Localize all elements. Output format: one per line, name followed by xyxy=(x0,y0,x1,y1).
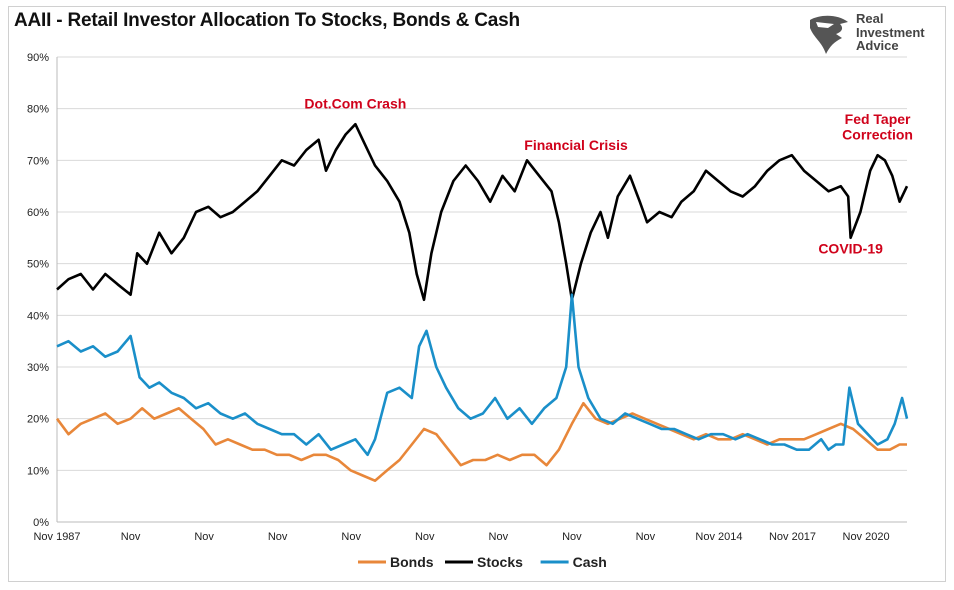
x-tick-label: Nov xyxy=(121,531,141,543)
legend-label-stocks: Stocks xyxy=(477,554,523,570)
y-tick-label: 50% xyxy=(27,259,49,271)
legend: Bonds Stocks Cash xyxy=(358,554,607,570)
annotations: Dot.Com Crash Financial Crisis Fed TaperCo… xyxy=(304,96,913,257)
annotation-label: Correction xyxy=(842,127,913,143)
chart-frame xyxy=(8,6,946,582)
logo-line-1: Real xyxy=(856,11,884,26)
annotation-label: COVID-19 xyxy=(818,240,883,256)
x-tick-label: Nov 2020 xyxy=(843,531,890,543)
annotation-label: Fed Taper xyxy=(845,111,911,127)
x-tick-label: Nov xyxy=(489,531,509,543)
logo: Real Investment Advice xyxy=(804,12,944,58)
logo-text: Real Investment Advice xyxy=(856,12,925,53)
y-axis: 0% 10% 20% 30% 40% 50% 60% 70% 80% 90% xyxy=(27,52,58,529)
x-tick-label: Nov xyxy=(415,531,435,543)
legend-label-cash: Cash xyxy=(573,554,607,570)
y-tick-label: 20% xyxy=(27,414,49,426)
y-tick-label: 90% xyxy=(27,52,49,64)
x-tick-label: Nov xyxy=(636,531,656,543)
grid xyxy=(57,56,907,523)
legend-label-bonds: Bonds xyxy=(390,554,434,570)
annotation-label: Dot.Com Crash xyxy=(304,96,406,112)
x-tick-label: Nov xyxy=(341,531,361,543)
x-tick-label: Nov 2014 xyxy=(695,531,742,543)
annotation-label: Financial Crisis xyxy=(524,137,628,153)
series-group xyxy=(55,122,909,482)
y-tick-label: 40% xyxy=(27,310,49,322)
logo-line-2: Investment xyxy=(856,24,925,40)
y-tick-label: 70% xyxy=(27,155,49,167)
x-tick-label: Nov xyxy=(562,531,582,543)
y-tick-label: 0% xyxy=(33,517,49,529)
eagle-head-icon xyxy=(810,15,848,55)
x-tick-label: Nov xyxy=(268,531,288,543)
x-axis: Nov 1987 Nov Nov Nov Nov Nov Nov Nov Nov Nov 2014… xyxy=(33,521,907,543)
y-tick-label: 80% xyxy=(27,104,49,116)
logo-line-3: Advice xyxy=(856,38,899,53)
x-tick-label: Nov xyxy=(194,531,214,543)
series-line-stocks xyxy=(56,122,909,302)
y-tick-label: 30% xyxy=(27,362,49,374)
series-line-cash xyxy=(56,293,909,457)
x-tick-label: Nov 2017 xyxy=(769,531,816,543)
x-tick-label: Nov 1987 xyxy=(33,531,80,543)
y-tick-label: 10% xyxy=(27,465,49,477)
chart-title: AAII - Retail Investor Allocation To Sto… xyxy=(14,10,520,31)
y-tick-label: 60% xyxy=(27,207,49,219)
